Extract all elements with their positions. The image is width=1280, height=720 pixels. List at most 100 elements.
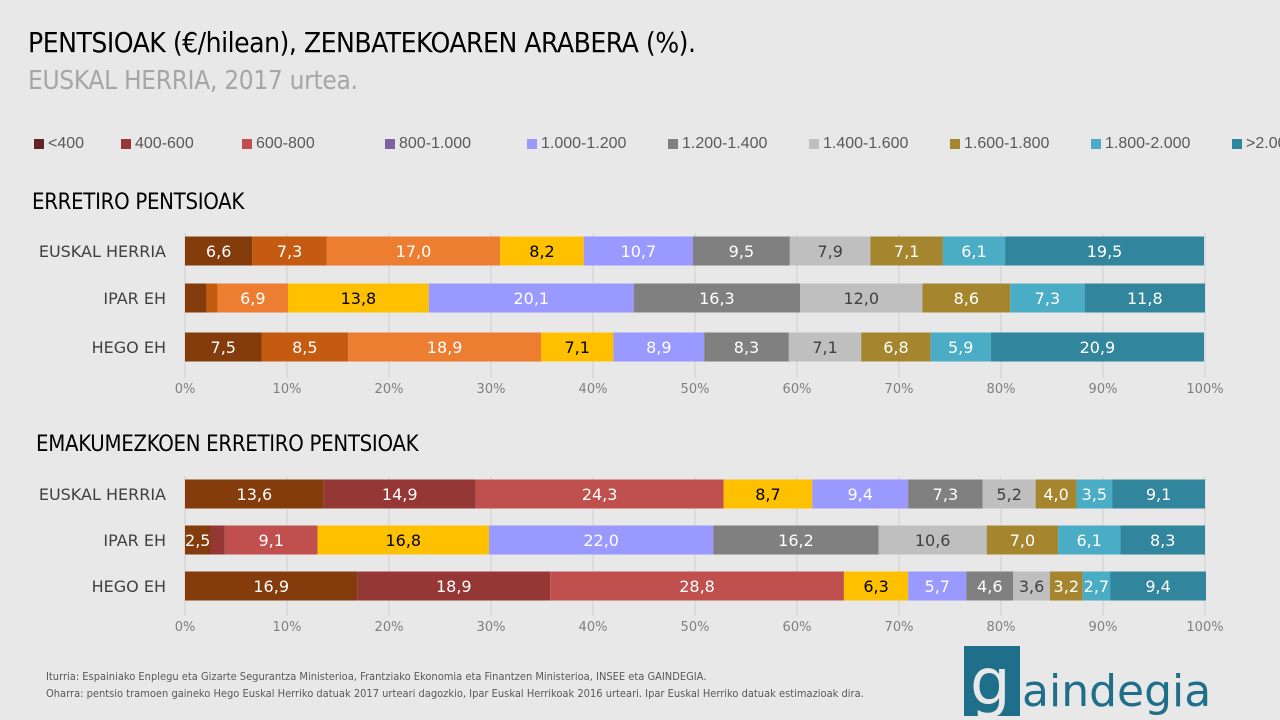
bar-segment (723, 479, 813, 509)
bar-segment (348, 332, 541, 362)
data-label: 2,7 (1084, 577, 1109, 596)
data-label: 6,8 (883, 338, 908, 357)
legend-label: 1.600-1.800 (964, 135, 1050, 152)
bar-segment (986, 525, 1059, 555)
category-label: HEGO EH (92, 338, 166, 357)
legend-label: 1.000-1.200 (541, 135, 627, 152)
bar-segment (704, 332, 789, 362)
legend-swatch (1232, 139, 1242, 149)
bar-segment (1084, 283, 1205, 313)
data-label: 4,0 (1043, 485, 1068, 504)
bar-segment (185, 332, 262, 362)
data-label: 19,5 (1087, 242, 1123, 261)
bar-segment (475, 479, 724, 509)
bar-segment (789, 236, 871, 266)
data-label: 10,7 (621, 242, 657, 261)
bar-segment (428, 283, 634, 313)
bar-segment (812, 479, 909, 509)
bar-segment (185, 571, 358, 601)
bar-segment (713, 525, 879, 555)
bar-segment (942, 236, 1006, 266)
data-label: 16,2 (778, 531, 814, 550)
data-label: 5,2 (996, 485, 1021, 504)
bar-segment (922, 283, 1011, 313)
data-label: 20,9 (1080, 338, 1116, 357)
x-tick-label: 0% (175, 620, 196, 635)
legend-swatch (121, 139, 131, 149)
legend-label: <400 (48, 135, 85, 152)
bar-segment (1035, 479, 1077, 509)
legend-item: 1.400-1.600 (809, 135, 950, 153)
data-label: 7,5 (211, 338, 236, 357)
bar-segment (878, 525, 987, 555)
data-label: 7,3 (1035, 289, 1060, 308)
x-tick-label: 100% (1186, 382, 1223, 397)
bar-segment (323, 479, 476, 509)
data-label: 18,9 (427, 338, 463, 357)
x-tick-label: 60% (783, 382, 812, 397)
legend-swatch (1091, 139, 1101, 149)
bar-segment (185, 479, 324, 509)
data-label: 6,3 (863, 577, 888, 596)
x-tick-label: 50% (681, 382, 710, 397)
bar-segment (1110, 571, 1207, 601)
bar-segment (210, 525, 225, 555)
bar-segment (357, 571, 551, 601)
x-tick-label: 10% (273, 382, 302, 397)
bar-segment (788, 332, 862, 362)
legend-item: <400 (34, 135, 121, 153)
x-tick-label: 30% (477, 620, 506, 635)
x-tick-label: 90% (1089, 382, 1118, 397)
data-label: 3,2 (1054, 577, 1079, 596)
bar-segment (930, 332, 991, 362)
data-label: 2,5 (185, 531, 210, 550)
x-tick-label: 20% (375, 382, 404, 397)
bar-segment (185, 236, 253, 266)
bar-segment (500, 236, 584, 266)
data-label: 4,6 (977, 577, 1002, 596)
data-label: 11,8 (1127, 289, 1163, 308)
data-label: 17,0 (396, 242, 432, 261)
bar-segment (1010, 283, 1085, 313)
bar-segment (224, 525, 318, 555)
bar-segment (908, 571, 967, 601)
bar-segment (1120, 525, 1205, 555)
bar-segment (206, 283, 218, 313)
data-label: 16,9 (253, 577, 289, 596)
legend-item: >2.000 (1232, 135, 1280, 153)
data-label: 18,9 (436, 577, 472, 596)
data-label: 7,1 (812, 338, 837, 357)
data-label: 8,9 (646, 338, 671, 357)
legend-swatch (950, 139, 960, 149)
x-tick-label: 100% (1186, 620, 1223, 635)
data-label: 8,3 (1150, 531, 1175, 550)
bar-segment (1082, 571, 1111, 601)
data-label: 9,4 (848, 485, 873, 504)
x-tick-label: 60% (783, 620, 812, 635)
gaindegia-logo: g aindegia (964, 646, 1214, 716)
data-label: 20,1 (513, 289, 549, 308)
bar-segment (982, 479, 1036, 509)
data-label: 5,9 (948, 338, 973, 357)
bar-segment (185, 283, 207, 313)
legend-item: 1.600-1.800 (950, 135, 1091, 153)
bar-segment (326, 236, 501, 266)
legend-item: 1.800-2.000 (1091, 135, 1232, 153)
data-label: 6,1 (961, 242, 986, 261)
data-label: 8,6 (954, 289, 979, 308)
legend-item: 400-600 (121, 135, 242, 153)
legend-item: 1.000-1.200 (527, 135, 668, 153)
x-tick-label: 0% (175, 382, 196, 397)
svg-text:g: g (970, 646, 1011, 716)
data-label: 6,9 (240, 289, 265, 308)
data-label: 13,8 (341, 289, 377, 308)
data-label: 9,1 (1146, 485, 1171, 504)
data-label: 7,3 (933, 485, 958, 504)
bar-segment (692, 236, 790, 266)
x-tick-label: 90% (1089, 620, 1118, 635)
data-label: 8,5 (292, 338, 317, 357)
data-label: 13,6 (237, 485, 273, 504)
bar-segment (540, 332, 614, 362)
bar-segment (843, 571, 909, 601)
